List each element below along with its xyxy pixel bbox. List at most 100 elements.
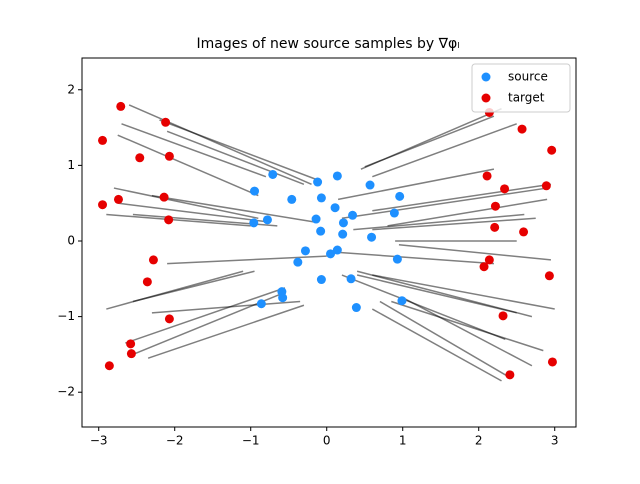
- point: [142, 277, 152, 287]
- point: [351, 303, 361, 313]
- point: [250, 186, 260, 196]
- point: [311, 214, 321, 224]
- segment: [125, 287, 286, 344]
- segment: [147, 304, 305, 359]
- point: [164, 215, 174, 225]
- point: [287, 194, 297, 204]
- legend-marker: [481, 72, 491, 82]
- point: [116, 101, 126, 111]
- segment: [372, 123, 517, 178]
- x-tick-label: −3: [90, 434, 108, 448]
- point: [490, 201, 500, 211]
- point: [256, 299, 266, 309]
- segment: [151, 300, 301, 314]
- y-tick-label: −2: [57, 385, 75, 399]
- point: [135, 153, 145, 163]
- segment: [337, 168, 495, 201]
- point: [126, 339, 136, 349]
- segment: [106, 213, 251, 227]
- point: [348, 210, 358, 220]
- point: [389, 208, 399, 218]
- y-tick-label: 0: [67, 233, 75, 247]
- segment: [167, 255, 327, 265]
- point: [365, 180, 375, 190]
- segment: [353, 213, 525, 231]
- point: [505, 370, 515, 380]
- point: [278, 293, 288, 303]
- point: [484, 255, 494, 265]
- point: [547, 145, 557, 155]
- segment: [372, 274, 555, 310]
- legend-label: source: [508, 70, 548, 84]
- point: [482, 171, 492, 181]
- point: [126, 349, 136, 359]
- segment: [159, 119, 320, 182]
- chart-title: Images of new source samples by ∇φₗ: [196, 36, 459, 52]
- point: [159, 192, 169, 202]
- point: [392, 254, 402, 264]
- point: [338, 218, 348, 228]
- point: [500, 184, 510, 194]
- segment: [151, 194, 316, 223]
- segment: [398, 244, 551, 261]
- segment: [128, 104, 312, 185]
- point: [161, 117, 171, 127]
- point: [98, 135, 108, 145]
- segment: [117, 202, 270, 223]
- point: [367, 232, 377, 242]
- point: [544, 271, 554, 281]
- y-tick-label: 1: [67, 158, 75, 172]
- point: [300, 246, 310, 256]
- legend-marker: [481, 93, 491, 103]
- segment: [113, 187, 259, 220]
- x-tick-label: −2: [166, 434, 184, 448]
- x-tick-label: 3: [551, 434, 559, 448]
- point: [479, 262, 489, 272]
- x-tick-label: 0: [323, 434, 331, 448]
- point: [395, 191, 405, 201]
- segment: [341, 187, 548, 220]
- segment: [341, 274, 506, 340]
- point: [547, 357, 557, 367]
- segment: [391, 300, 544, 352]
- legend-box: [471, 63, 571, 113]
- point: [98, 200, 108, 210]
- point: [490, 222, 500, 232]
- point: [293, 257, 303, 267]
- point: [262, 215, 272, 225]
- point: [332, 245, 342, 255]
- segment: [372, 183, 552, 212]
- point: [148, 255, 158, 265]
- segment: [117, 134, 259, 197]
- point: [330, 203, 340, 213]
- segment: [356, 274, 517, 314]
- segment: [372, 217, 536, 231]
- segment: [166, 130, 305, 185]
- x-tick-label: −1: [242, 434, 260, 448]
- point: [249, 218, 259, 228]
- point: [164, 314, 174, 324]
- segment: [132, 293, 282, 356]
- point: [517, 124, 527, 134]
- segment: [387, 198, 548, 227]
- point: [316, 275, 326, 285]
- point: [316, 193, 326, 203]
- point: [326, 249, 336, 259]
- point: [313, 177, 323, 187]
- x-tick-label: 2: [475, 434, 483, 448]
- segment: [121, 123, 267, 178]
- segment: [402, 297, 533, 367]
- point: [541, 181, 551, 191]
- point: [113, 194, 123, 204]
- point: [346, 274, 356, 284]
- plot-frame: [81, 57, 577, 428]
- legend-label: target: [508, 91, 545, 105]
- point: [104, 361, 114, 371]
- y-tick-label: 2: [67, 82, 75, 96]
- point: [519, 227, 529, 237]
- x-tick-label: 1: [399, 434, 407, 448]
- point: [332, 171, 342, 181]
- point: [338, 229, 348, 239]
